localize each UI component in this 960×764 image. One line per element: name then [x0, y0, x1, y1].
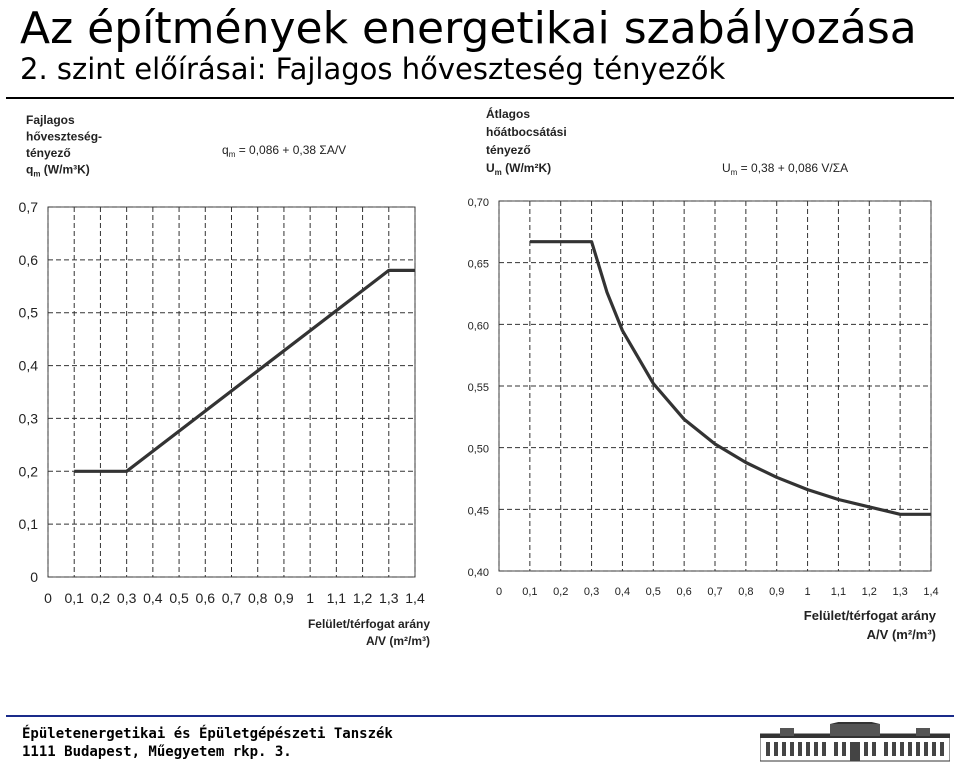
chart1-x-tick-label: 1,2: [353, 590, 373, 606]
chart1-x-tick-label: 0,4: [143, 590, 163, 606]
chart2-x-tick-label: 0,1: [522, 586, 537, 598]
chart2-x-tick-label: 1,1: [831, 586, 846, 598]
chart1-x-tick-label: 0: [44, 590, 52, 606]
chart1-x-tick-label: 1,3: [379, 590, 399, 606]
chart2-xlabel-line: Felület/térfogat arány: [804, 608, 937, 623]
chart1-x-tick-label: 0,7: [222, 590, 242, 606]
chart1-y-tick-label: 0,7: [19, 199, 39, 215]
chart2-y-tick-label: 0,65: [468, 259, 489, 271]
chart1-x-tick-label: 1,4: [405, 590, 425, 606]
chart2-y-tick-label: 0,45: [468, 505, 489, 517]
chart2-x-tick-label: 0,6: [676, 586, 691, 598]
chart1-y-tick-label: 0,6: [19, 252, 39, 268]
chart1-y-tick-label: 0: [30, 569, 38, 585]
page-title: Az építmények energetikai szabályozása: [20, 3, 917, 54]
footer-divider: [6, 715, 954, 717]
chart1-x-tick-label: 0,3: [117, 590, 137, 606]
chart1-xlabel-line: Felület/térfogat arány: [308, 617, 430, 631]
chart1-y-tick-label: 0,5: [19, 305, 39, 321]
charts-area: 0 0,1 0,2 0,3 0,4 0,5 0,6 0,7 0,8 0,9 1 1,1 1,2 1,3 1,…: [0, 100, 960, 690]
chart2-x-tick-label: 1,2: [862, 586, 877, 598]
chart2-ylabel-line: hőátbocsátási: [486, 125, 567, 139]
chart2-x-tick-label: 0,9: [769, 586, 784, 598]
chart2-xlabel-line: A/V (m²/m³): [867, 627, 936, 642]
chart2-y-tick-label: 0,70: [468, 197, 489, 209]
slide-footer: Épületenergetikai és Épületgépészeti Tan…: [0, 700, 960, 764]
chart2-ylabel-line: tényező: [486, 143, 531, 157]
chart1-x-tick-label: 1: [306, 590, 314, 606]
charts-svg: 0 0,1 0,2 0,3 0,4 0,5 0,6 0,7 0,8 0,9 1 1,1 1,2 1,3 1,…: [19, 106, 939, 648]
chart2-formula-label: Um = 0,38 + 0,086 V/ΣA: [722, 161, 848, 177]
chart2-x-tick-label: 0,8: [738, 586, 753, 598]
chart1-series-line-0: [74, 268, 415, 473]
header-divider: [6, 97, 954, 99]
chart1-x-tick-label: 0,1: [64, 590, 84, 606]
chart1-formula-label: qm = 0,086 + 0,38 ΣA/V: [222, 143, 346, 159]
chart1-x-tick-label: 0,2: [91, 590, 111, 606]
chart1-y-tick-label: 0,1: [19, 516, 39, 532]
department-name: Épületenergetikai és Épületgépészeti Tan…: [22, 726, 393, 742]
chart1-ylabel-symbol: qm (W/m³K): [26, 163, 90, 179]
chart2-y-tick-label: 0,60: [468, 320, 489, 332]
chart2-x-tick-label: 0,7: [707, 586, 722, 598]
chart2-x-tick-label: 1,3: [892, 586, 907, 598]
chart2-x-tick-label: 0: [496, 586, 502, 598]
chart2-x-tick-label: 1: [805, 586, 811, 598]
department-address: 1111 Budapest, Műegyetem rkp. 3.: [22, 744, 292, 760]
chart1-x-tick-label: 0,5: [169, 590, 189, 606]
chart1-y-tick-label: 0,3: [19, 410, 39, 426]
chart2-x-tick-label: 1,4: [923, 586, 938, 598]
chart1-y-tick-label: 0,4: [19, 358, 39, 374]
page-subtitle: 2. szint előírásai: Fajlagos hőveszteség…: [20, 52, 726, 86]
chart1-ylabel-line: Fajlagos: [26, 113, 75, 127]
chart1-y-tick-label: 0,2: [19, 463, 39, 479]
chart1-ylabel-line: tényező: [26, 146, 71, 160]
chart2-x-tick-label: 0,4: [615, 586, 630, 598]
chart2-ylabel-line: Átlagos: [486, 106, 530, 121]
chart2-x-tick-label: 0,2: [553, 586, 568, 598]
slide-header: Az építmények energetikai szabályozása 2…: [0, 0, 960, 100]
chart1-x-tick-label: 0,6: [196, 590, 216, 606]
chart1-x-tick-label: 0,8: [248, 590, 268, 606]
chart1-xlabel-line: A/V (m²/m³): [366, 634, 430, 648]
chart1-x-tick-label: 0,9: [274, 590, 294, 606]
university-building-logo: [760, 722, 950, 762]
chart2-x-tick-label: 0,5: [646, 586, 661, 598]
chart2-x-tick-label: 0,3: [584, 586, 599, 598]
chart1-x-tick-label: 1,1: [327, 590, 347, 606]
chart2-ylabel-symbol: Um (W/m²K): [486, 161, 551, 177]
chart2-series-line-0: [529, 240, 931, 516]
chart2-y-tick-label: 0,40: [468, 567, 489, 579]
chart1-ylabel-line: hőveszteség-: [26, 130, 102, 144]
chart2-y-tick-label: 0,55: [468, 382, 489, 394]
chart2-y-tick-label: 0,50: [468, 444, 489, 456]
